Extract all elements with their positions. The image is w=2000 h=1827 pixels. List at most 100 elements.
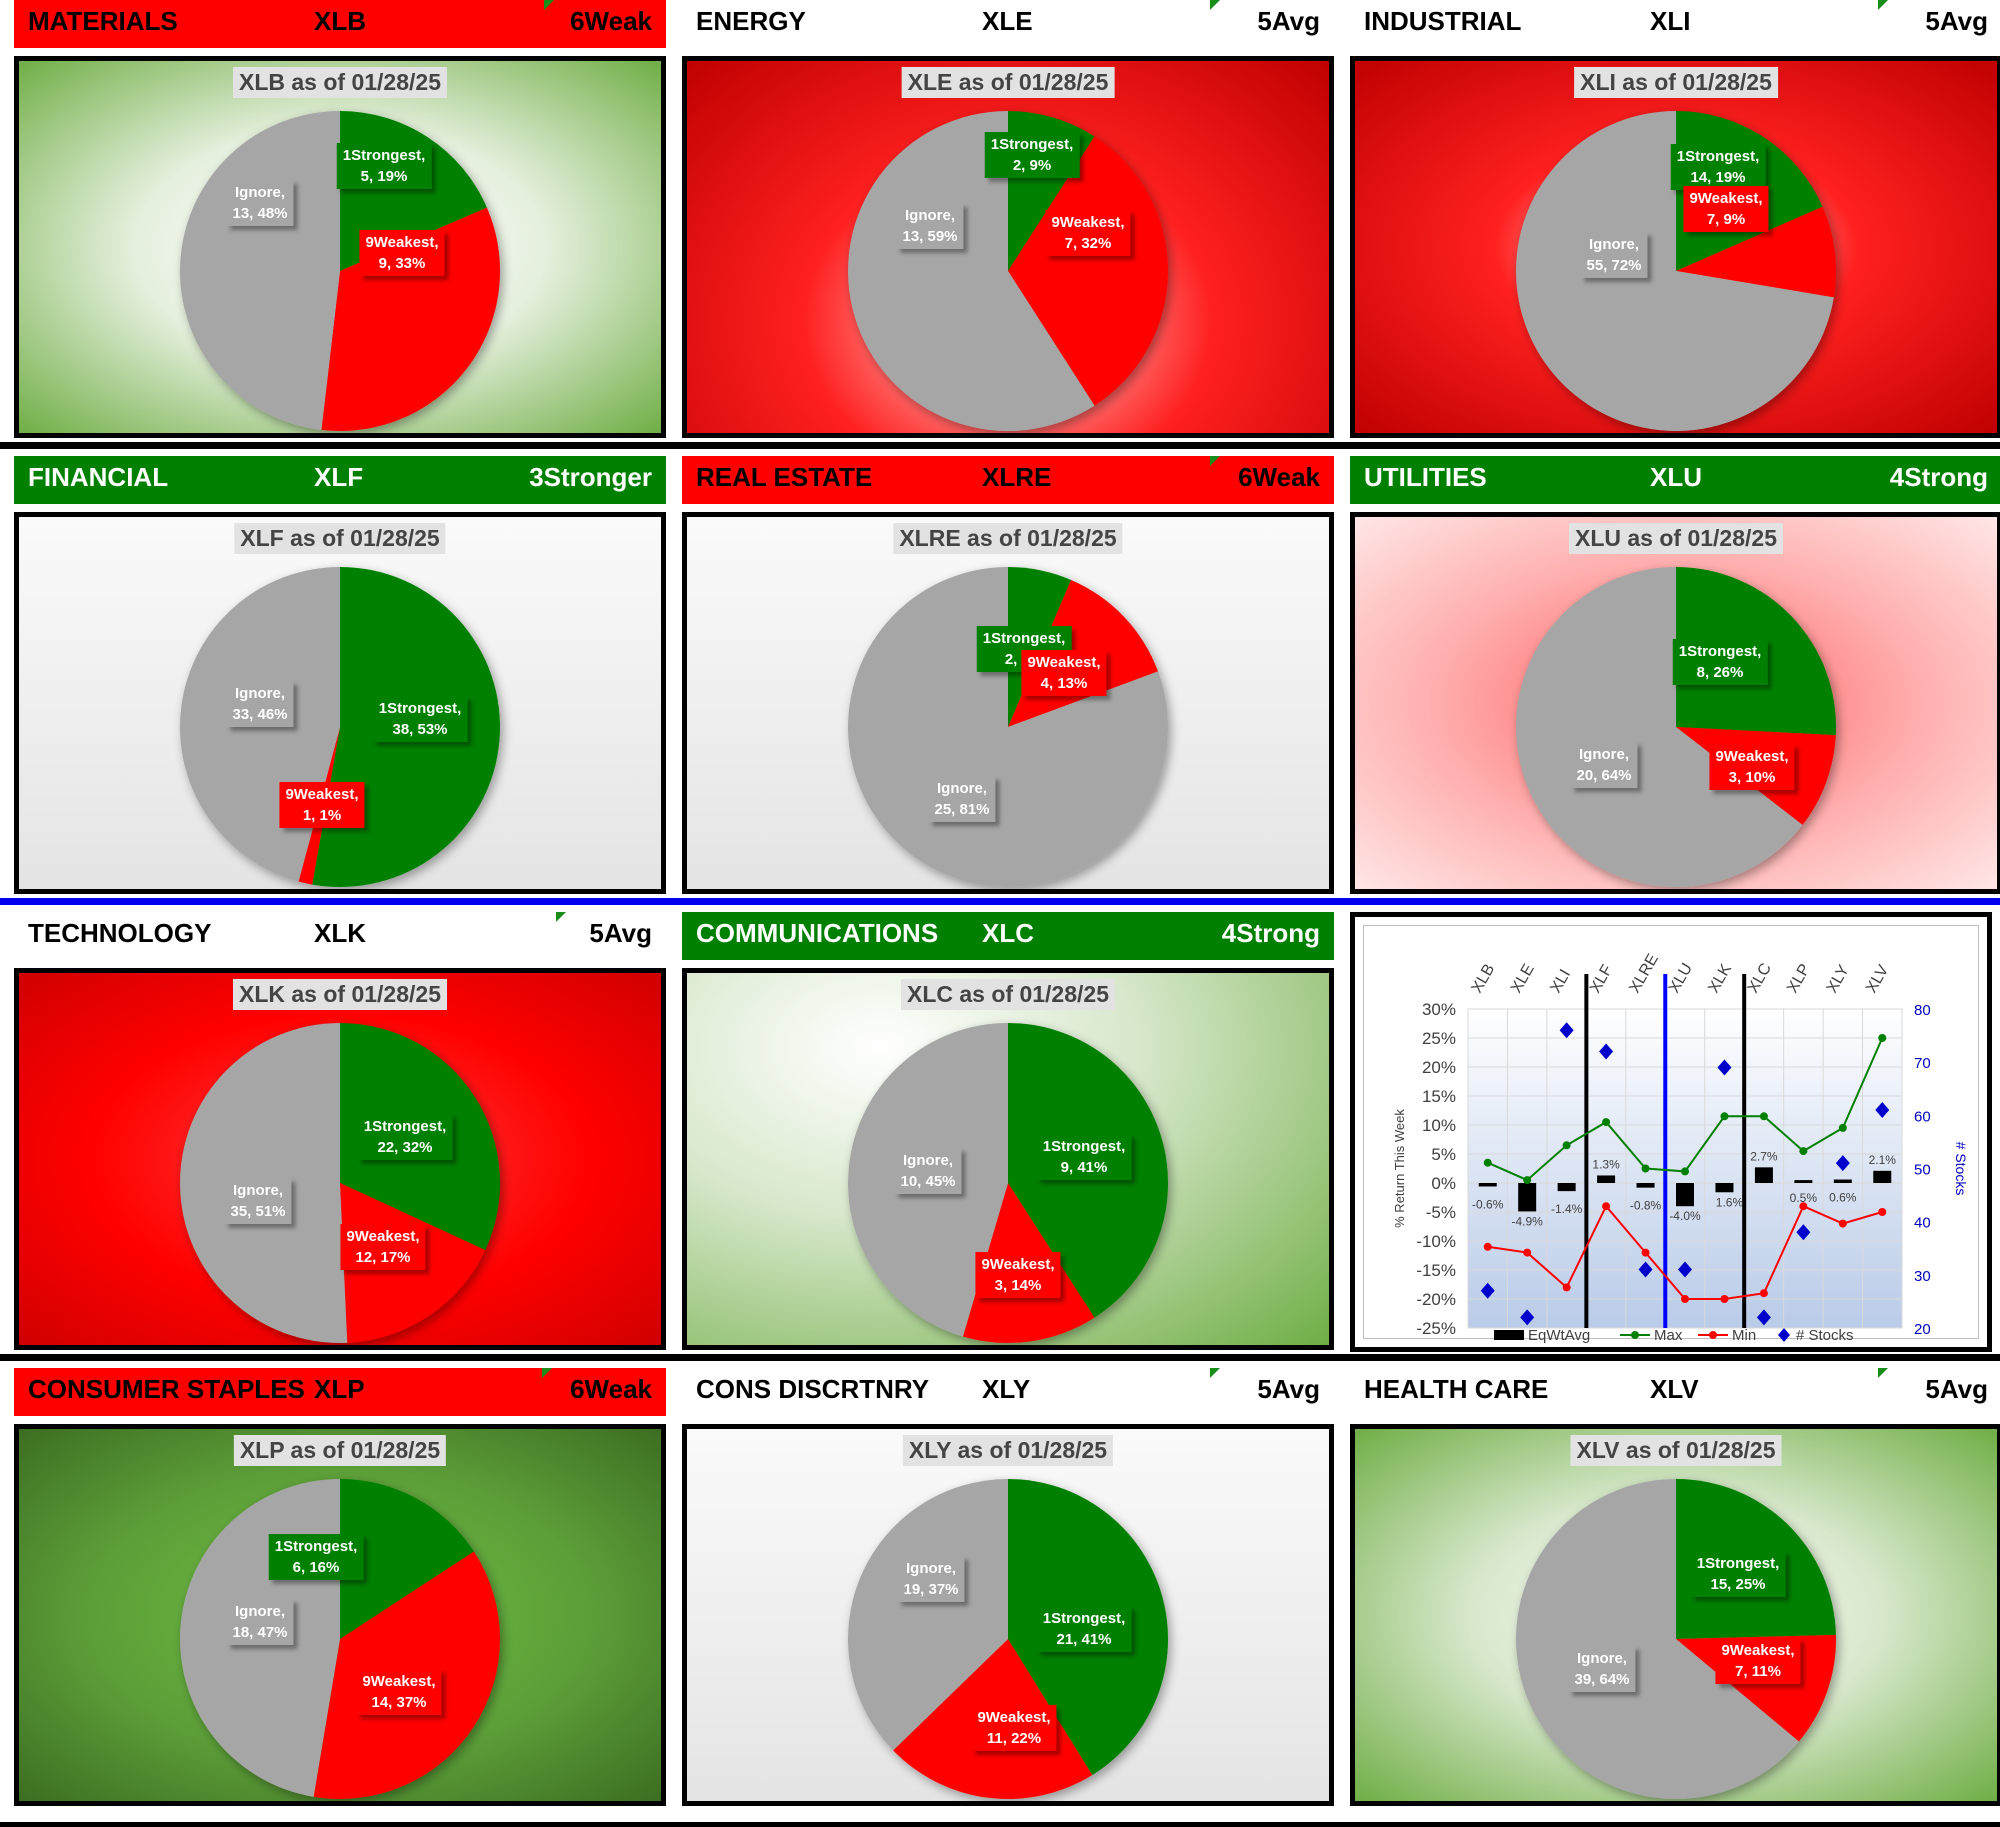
data-label-name: Ignore, — [904, 207, 956, 224]
pie-slice-ignore — [1516, 111, 1834, 432]
data-label-weakest: 9Weakest, 11, 22% — [971, 1705, 1057, 1751]
pie-slice-ignore — [179, 111, 340, 430]
cell-marker-icon — [556, 912, 566, 922]
pie-slice-ignore — [1516, 567, 1803, 887]
data-label-value: 15, 25% — [1710, 1576, 1766, 1593]
data-label-weakest: 9Weakest, 12, 17% — [340, 1224, 426, 1270]
stocks-point — [1717, 1059, 1732, 1076]
data-label-value: 35, 51% — [230, 1203, 286, 1220]
panel-header: INDUSTRIAL XLI 5Avg — [1350, 0, 2000, 48]
chart-title: XLU as of 01/28/25 — [1569, 523, 1783, 554]
panel-header: COMMUNICATIONS XLC 4Strong — [682, 912, 1334, 960]
pie-chart-box: XLV as of 01/28/25 1Strongest, 15, 25% 9Wea… — [1350, 1424, 2000, 1806]
pie-chart-box: XLI as of 01/28/25 1Strongest, 14, 19% 9Wea… — [1350, 56, 2000, 438]
series-min-point — [1838, 1219, 1847, 1228]
panel-xlk: TECHNOLOGY XLK 5Avg XLK as of 01/28/25 1Stro… — [14, 912, 666, 1360]
chart-title: XLRE as of 01/28/25 — [893, 523, 1123, 554]
pie-chart-svg — [180, 1479, 500, 1799]
pie-chart-svg — [848, 111, 1168, 431]
data-label-name: Ignore, — [936, 780, 988, 797]
series-min-point — [1483, 1242, 1492, 1251]
legend-min-marker — [1709, 1331, 1717, 1339]
data-label-value: 4, 13% — [1040, 675, 1088, 692]
y2-tick-label: 50 — [1914, 1162, 1931, 1179]
y2-axis-title: # Stocks — [1953, 1142, 1969, 1196]
data-label-value: 10, 45% — [900, 1173, 956, 1190]
legend-max-label: Max — [1654, 1327, 1683, 1344]
rank-label: 5Avg — [1925, 1374, 1988, 1404]
data-label-value: 18, 47% — [232, 1624, 288, 1641]
panel-xlu: UTILITIES XLU 4Strong XLU as of 01/28/25 1St… — [1350, 456, 2000, 904]
pie-chart-box: XLB as of 01/28/25 1Strongest, 5, 19% 9Weak… — [14, 56, 666, 438]
y-tick-label: 0% — [1431, 1174, 1456, 1193]
cell-marker-icon — [542, 1368, 552, 1378]
series-max-point — [1641, 1164, 1650, 1173]
pie-chart-box: XLC as of 01/28/25 1Strongest, 9, 41% 9Weak… — [682, 968, 1334, 1350]
panel-header: ENERGY XLE 5Avg — [682, 0, 1334, 48]
data-label-weakest: 9Weakest, 9, 33% — [359, 230, 445, 276]
data-label-name: 1Strongest, — [982, 630, 1066, 647]
y-axis-title: % Return This Week — [1392, 1109, 1407, 1228]
bar-eqwtavg — [1597, 1175, 1616, 1183]
data-label-value: 13, 59% — [902, 228, 958, 245]
sector-name: MATERIALS — [28, 6, 178, 36]
data-label-value: 9, 33% — [378, 255, 426, 272]
pie-slice-ignore — [1516, 1479, 1799, 1799]
data-label-ignore: Ignore, 55, 72% — [1580, 232, 1648, 278]
y2-tick-label: 60 — [1914, 1108, 1931, 1125]
stocks-point — [1520, 1309, 1535, 1326]
data-label-name: 1Strongest, — [990, 136, 1074, 153]
cell-marker-icon — [1210, 1368, 1220, 1378]
data-label-value: 7, 9% — [1706, 211, 1746, 228]
data-label-name: 9Weakest, — [1051, 214, 1125, 231]
data-label-value: 20, 64% — [1576, 767, 1632, 784]
panel-header: UTILITIES XLU 4Strong — [1350, 456, 2000, 504]
panel-xle: ENERGY XLE 5Avg XLE as of 01/28/25 1Stronges… — [682, 0, 1334, 448]
summary-chart-frame: 30% 25% 20% 15% 10% 5% 0% -5% -10% -15% -20% -25% 80… — [1363, 925, 1979, 1344]
data-label-weakest: 9Weakest, 3, 14% — [975, 1252, 1061, 1298]
pie-chart-svg — [848, 567, 1168, 887]
ticker-symbol: XLV — [1650, 1374, 1699, 1404]
sector-name: INDUSTRIAL — [1364, 6, 1522, 36]
chart-title: XLI as of 01/28/25 — [1574, 67, 1778, 98]
ticker-symbol: XLE — [982, 6, 1033, 36]
data-label-value: 13, 48% — [232, 205, 288, 222]
data-label-ignore: Ignore, 18, 47% — [226, 1599, 294, 1645]
data-label-ignore: Ignore, 19, 37% — [897, 1556, 965, 1602]
legend-min-label: Min — [1732, 1327, 1756, 1344]
series-max-point — [1602, 1118, 1611, 1127]
ticker-symbol: XLB — [314, 6, 366, 36]
rank-label: 6Weak — [570, 6, 652, 36]
pie-chart-svg — [1516, 111, 1836, 432]
data-label-name: 1Strongest, — [1678, 643, 1762, 660]
y2-tick-label: 70 — [1914, 1055, 1931, 1072]
pie-chart-svg — [179, 111, 500, 432]
data-label-name: Ignore, — [1588, 236, 1640, 253]
series-max-point — [1720, 1112, 1729, 1121]
ticker-symbol: XLC — [982, 918, 1034, 948]
chart-title: XLF as of 01/28/25 — [234, 523, 446, 554]
data-label-name: 1Strongest, — [1696, 1555, 1780, 1572]
sector-name: CONS DISCRTNRY — [696, 1374, 930, 1404]
data-label-name: Ignore, — [1576, 1650, 1628, 1667]
ticker-symbol: XLK — [314, 918, 366, 948]
data-label-name: 9Weakest, — [285, 786, 359, 803]
x-tick-label: XLB — [1468, 961, 1498, 996]
rank-label: 4Strong — [1221, 918, 1320, 948]
row-divider-3 — [0, 1354, 2000, 1361]
sector-name: UTILITIES — [1364, 462, 1487, 492]
data-label-value: 33, 46% — [232, 706, 288, 723]
data-label-value: 21, 41% — [1056, 1631, 1112, 1648]
rank-label: 4Strong — [1889, 462, 1988, 492]
data-label-weakest: 9Weakest, 3, 10% — [1709, 744, 1795, 790]
stocks-point — [1678, 1261, 1692, 1278]
pie-chart-box: XLU as of 01/28/25 1Strongest, 8, 26% 9Weak… — [1350, 512, 2000, 894]
x-tick-label: XLRE — [1626, 951, 1662, 996]
data-label-name: Ignore, — [1578, 746, 1630, 763]
panel-xlb: MATERIALS XLB 6Weak XLB as of 01/28/25 1Stro… — [14, 0, 666, 448]
stocks-point — [1599, 1043, 1614, 1060]
y2-tick-label: 80 — [1914, 1002, 1931, 1019]
data-label-value: 22, 32% — [377, 1139, 433, 1156]
data-label-value: 1, 1% — [302, 807, 342, 824]
